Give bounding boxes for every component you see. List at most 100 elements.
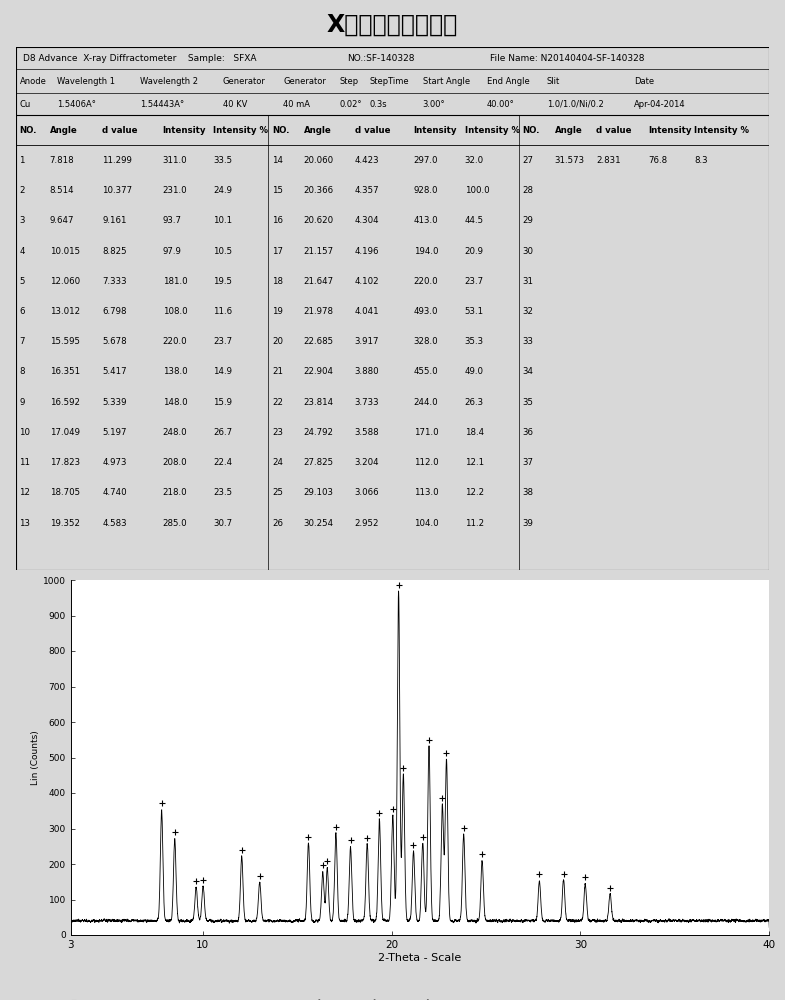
Text: 22.904: 22.904 xyxy=(304,367,334,376)
Text: 29.103: 29.103 xyxy=(304,488,334,497)
Text: 4.041: 4.041 xyxy=(355,307,379,316)
Text: 93.7: 93.7 xyxy=(162,216,181,225)
Text: 33: 33 xyxy=(522,337,533,346)
Text: 0.3s: 0.3s xyxy=(370,100,388,109)
Text: 8.3: 8.3 xyxy=(694,156,707,165)
Text: 17: 17 xyxy=(272,247,283,256)
Text: 18.705: 18.705 xyxy=(49,488,80,497)
Text: Intensity %: Intensity % xyxy=(694,126,749,135)
Text: 34: 34 xyxy=(522,367,533,376)
Text: 29: 29 xyxy=(522,216,533,225)
Text: 2.831: 2.831 xyxy=(596,156,621,165)
Text: 2: 2 xyxy=(20,186,25,195)
Text: 1.54443A°: 1.54443A° xyxy=(140,100,184,109)
Text: X射线衍射测试报告: X射线衍射测试报告 xyxy=(327,13,458,37)
Text: 218.0: 218.0 xyxy=(162,488,188,497)
Text: 7: 7 xyxy=(20,337,25,346)
Text: 14.9: 14.9 xyxy=(214,367,232,376)
Text: 220.0: 220.0 xyxy=(162,337,188,346)
Text: 97.9: 97.9 xyxy=(162,247,181,256)
Text: 4: 4 xyxy=(20,247,25,256)
Text: 181.0: 181.0 xyxy=(162,277,188,286)
Text: 928.0: 928.0 xyxy=(414,186,438,195)
Text: 10: 10 xyxy=(20,428,31,437)
Text: Intensity: Intensity xyxy=(414,126,457,135)
Text: 6.798: 6.798 xyxy=(102,307,127,316)
Text: NO.: NO. xyxy=(522,126,539,135)
Text: 20.060: 20.060 xyxy=(304,156,334,165)
Text: 33.5: 33.5 xyxy=(214,156,232,165)
Text: 76.8: 76.8 xyxy=(648,156,668,165)
Text: 28: 28 xyxy=(522,186,533,195)
Text: 15: 15 xyxy=(272,186,283,195)
Text: 44.5: 44.5 xyxy=(465,216,484,225)
Text: 30.254: 30.254 xyxy=(304,519,334,528)
Text: 3.733: 3.733 xyxy=(355,398,379,407)
Text: 26.3: 26.3 xyxy=(465,398,484,407)
Text: 3.588: 3.588 xyxy=(355,428,379,437)
Text: 12.060: 12.060 xyxy=(49,277,80,286)
Text: Cu: Cu xyxy=(20,100,31,109)
Text: Angle: Angle xyxy=(49,126,78,135)
Text: 17.049: 17.049 xyxy=(49,428,79,437)
Text: 4.973: 4.973 xyxy=(102,458,127,467)
Text: Slit: Slit xyxy=(547,77,560,86)
Text: 18: 18 xyxy=(272,277,283,286)
Text: 13.012: 13.012 xyxy=(49,307,80,316)
Text: 8: 8 xyxy=(20,367,25,376)
Text: Generator: Generator xyxy=(223,77,266,86)
Text: 104.0: 104.0 xyxy=(414,519,438,528)
Text: 27.825: 27.825 xyxy=(304,458,334,467)
Text: 15.9: 15.9 xyxy=(214,398,232,407)
Text: 493.0: 493.0 xyxy=(414,307,438,316)
Text: 23.7: 23.7 xyxy=(465,277,484,286)
Text: 5.417: 5.417 xyxy=(102,367,127,376)
Text: 4.740: 4.740 xyxy=(102,488,127,497)
Text: Intensity %: Intensity % xyxy=(214,126,268,135)
Text: 1: 1 xyxy=(20,156,25,165)
Text: 32: 32 xyxy=(522,307,533,316)
Text: 3: 3 xyxy=(20,216,25,225)
Text: 49.0: 49.0 xyxy=(465,367,484,376)
Text: 5.678: 5.678 xyxy=(102,337,127,346)
Text: Anode: Anode xyxy=(20,77,46,86)
Text: 9.161: 9.161 xyxy=(102,216,127,225)
Text: 16: 16 xyxy=(272,216,283,225)
Text: 1.0/1.0/Ni/0.2: 1.0/1.0/Ni/0.2 xyxy=(547,100,604,109)
Text: 20.620: 20.620 xyxy=(304,216,334,225)
Text: 4.102: 4.102 xyxy=(355,277,379,286)
Text: 4.423: 4.423 xyxy=(355,156,379,165)
Text: 37: 37 xyxy=(522,458,533,467)
Text: 108.0: 108.0 xyxy=(162,307,188,316)
Y-axis label: Lin (Counts): Lin (Counts) xyxy=(31,730,40,785)
Text: 3.066: 3.066 xyxy=(355,488,379,497)
Text: D8 Advance  X-ray Diffractometer    Sample:   SFXA: D8 Advance X-ray Diffractometer Sample: … xyxy=(24,54,257,63)
Text: 10.5: 10.5 xyxy=(214,247,232,256)
Text: 7.333: 7.333 xyxy=(102,277,127,286)
Text: Intensity: Intensity xyxy=(648,126,692,135)
Text: 3.204: 3.204 xyxy=(355,458,379,467)
Text: 5.339: 5.339 xyxy=(102,398,127,407)
Text: 5: 5 xyxy=(20,277,25,286)
Text: 10.377: 10.377 xyxy=(102,186,133,195)
Text: 12.2: 12.2 xyxy=(465,488,484,497)
Text: 413.0: 413.0 xyxy=(414,216,438,225)
Text: 455.0: 455.0 xyxy=(414,367,438,376)
X-axis label: 2-Theta - Scale: 2-Theta - Scale xyxy=(378,953,462,963)
Text: 6: 6 xyxy=(20,307,25,316)
Text: 5.197: 5.197 xyxy=(102,428,127,437)
Text: 35: 35 xyxy=(522,398,533,407)
Text: 4.196: 4.196 xyxy=(355,247,379,256)
Text: 21.157: 21.157 xyxy=(304,247,334,256)
Text: 1.5406A°: 1.5406A° xyxy=(57,100,96,109)
Text: 194.0: 194.0 xyxy=(414,247,438,256)
Text: 26: 26 xyxy=(272,519,283,528)
Text: 15.595: 15.595 xyxy=(49,337,79,346)
Text: 30: 30 xyxy=(522,247,533,256)
Text: 297.0: 297.0 xyxy=(414,156,438,165)
Text: 248.0: 248.0 xyxy=(162,428,188,437)
Text: 19.5: 19.5 xyxy=(214,277,232,286)
Text: 23.814: 23.814 xyxy=(304,398,334,407)
Text: 22: 22 xyxy=(272,398,283,407)
Text: 23.7: 23.7 xyxy=(214,337,232,346)
